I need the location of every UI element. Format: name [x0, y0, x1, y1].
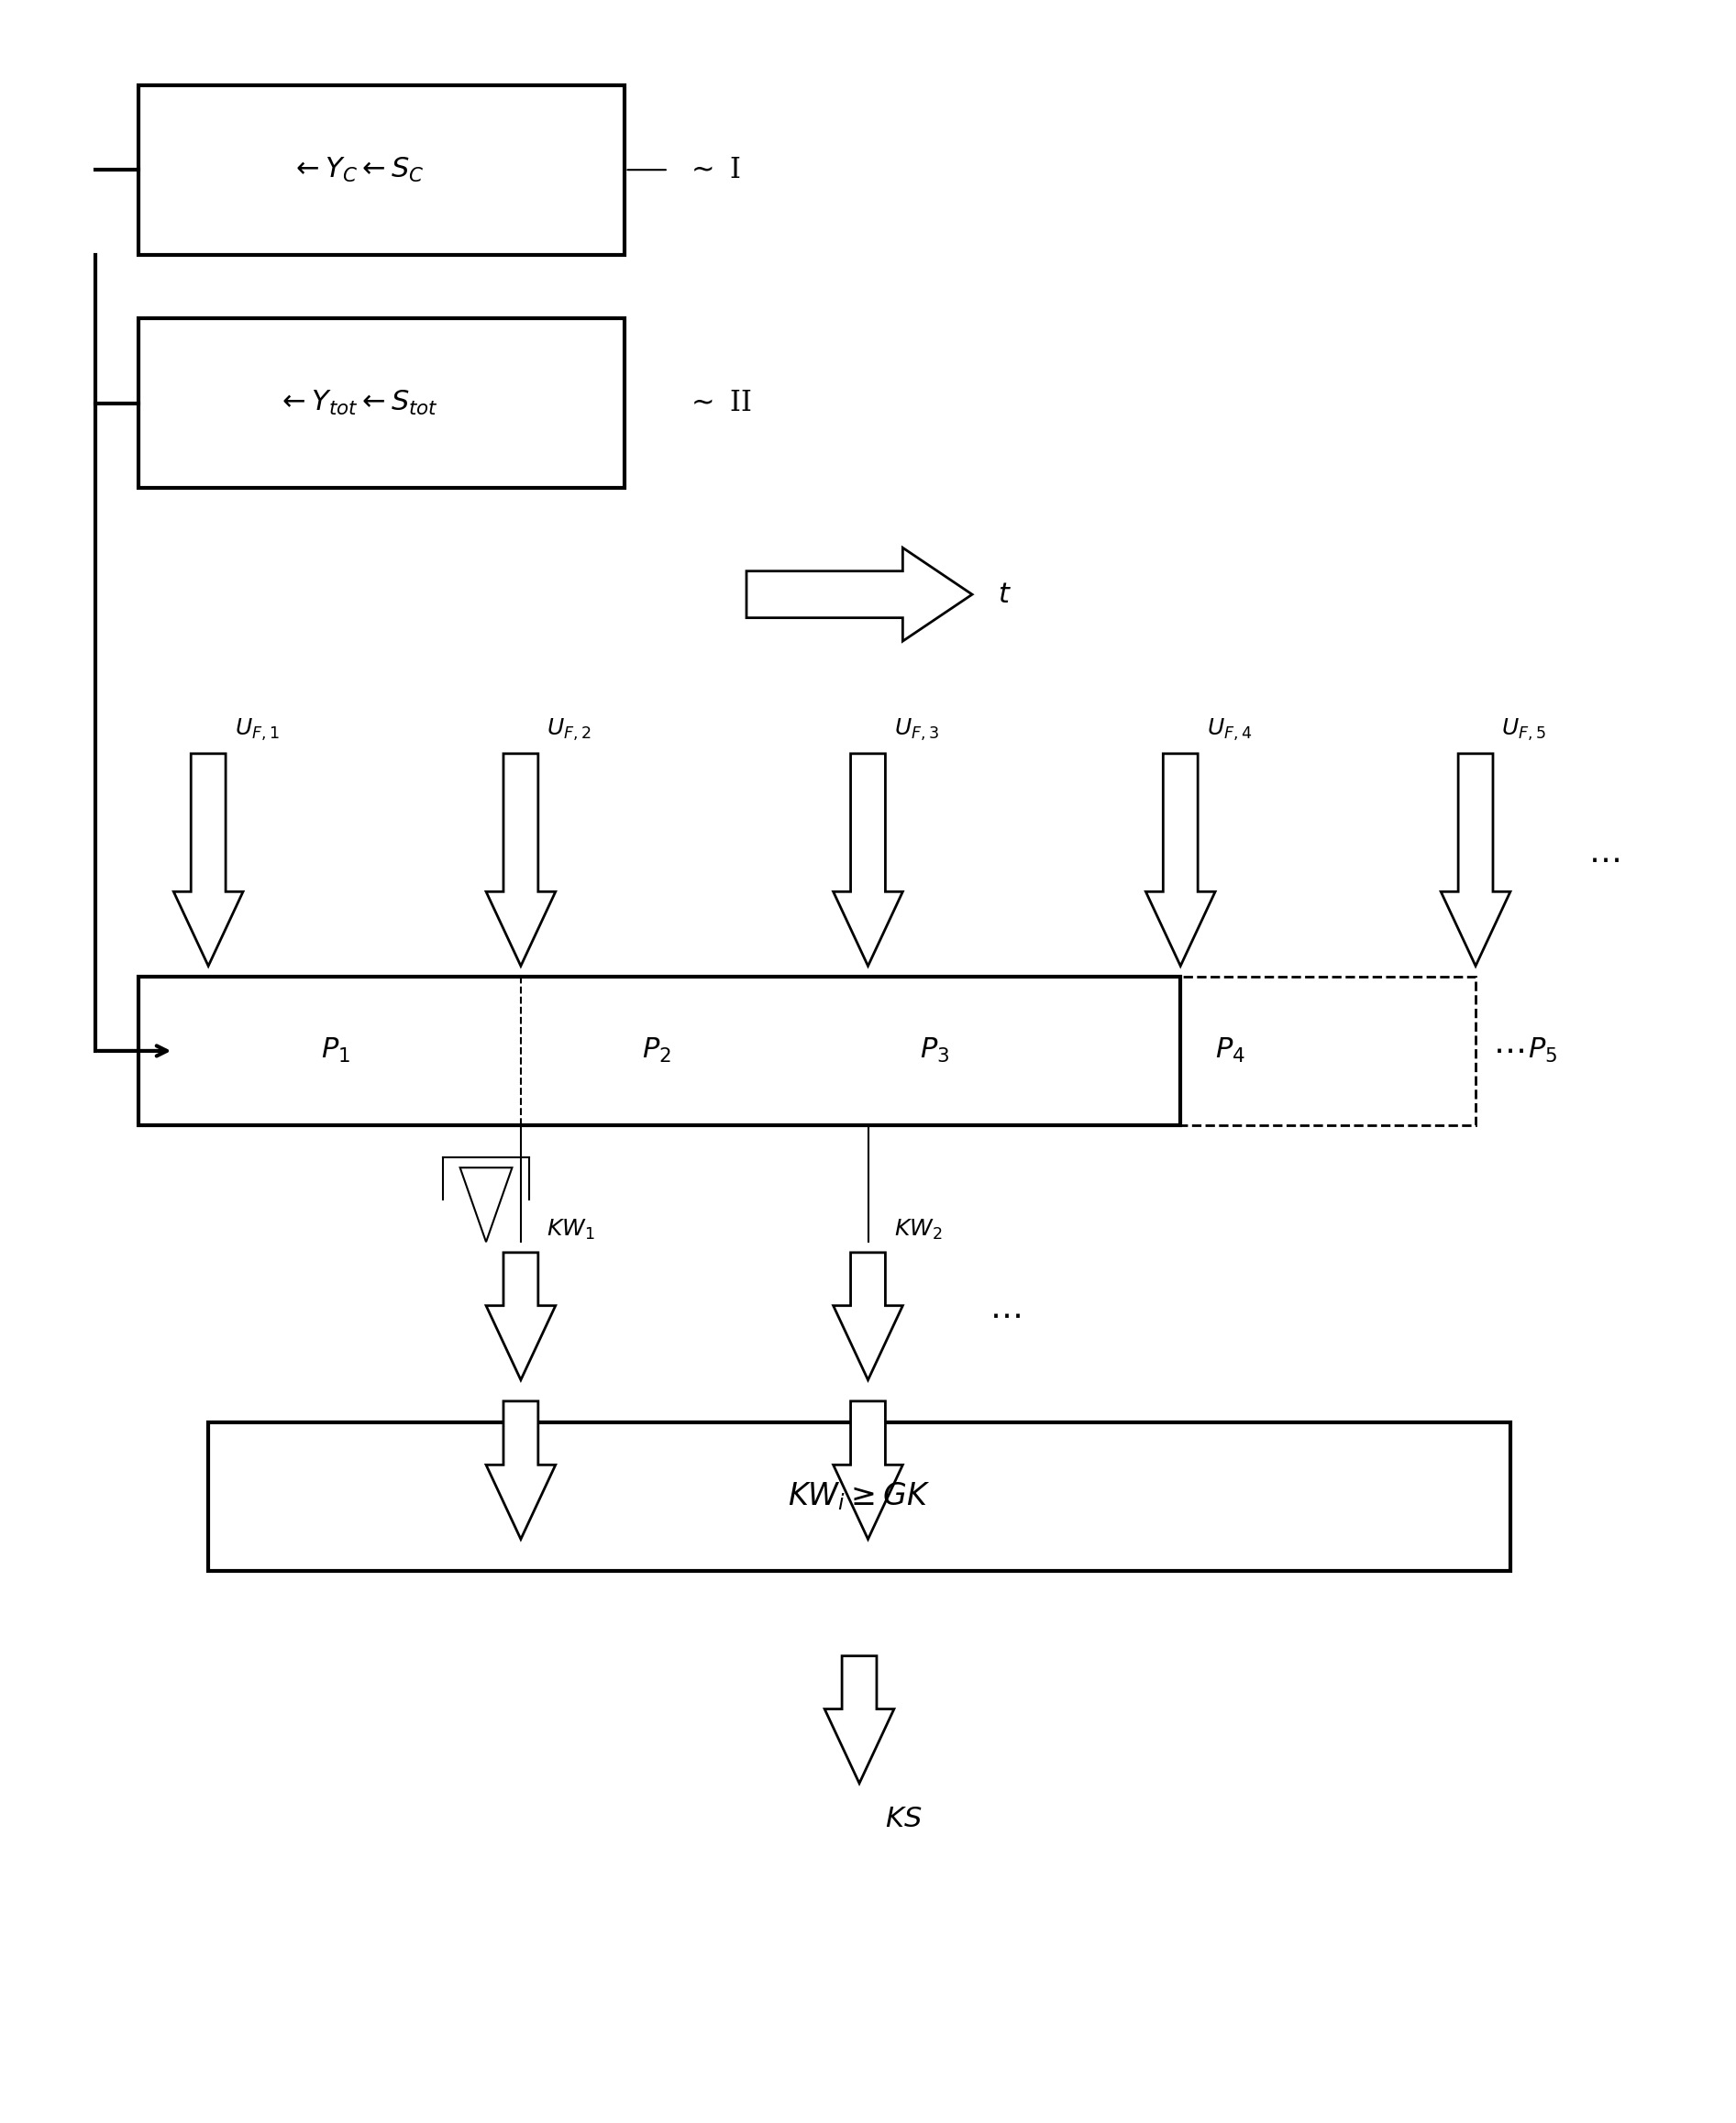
Polygon shape — [1146, 754, 1215, 966]
Text: $U_{F,5}$: $U_{F,5}$ — [1502, 718, 1547, 743]
Text: $\cdots$: $\cdots$ — [1493, 1036, 1524, 1066]
Polygon shape — [833, 754, 903, 966]
Text: $t$: $t$ — [998, 580, 1012, 609]
Text: $U_{F,2}$: $U_{F,2}$ — [547, 718, 592, 743]
Text: $KW_i \geq GK$: $KW_i \geq GK$ — [788, 1482, 930, 1512]
Text: $\sim$ II: $\sim$ II — [686, 389, 752, 418]
Polygon shape — [486, 754, 556, 966]
Polygon shape — [1441, 754, 1510, 966]
Text: $P_5$: $P_5$ — [1528, 1036, 1557, 1066]
Text: $P_2$: $P_2$ — [642, 1036, 672, 1066]
Polygon shape — [486, 1401, 556, 1539]
Text: $P_4$: $P_4$ — [1215, 1036, 1245, 1066]
Polygon shape — [746, 548, 972, 641]
Text: $\sim$ I: $\sim$ I — [686, 155, 740, 185]
Polygon shape — [460, 1168, 512, 1242]
Text: $\leftarrow Y_{tot} \leftarrow S_{tot}$: $\leftarrow Y_{tot} \leftarrow S_{tot}$ — [278, 389, 437, 418]
FancyBboxPatch shape — [139, 318, 625, 488]
Text: $KS$: $KS$ — [885, 1805, 922, 1832]
Text: $\cdots$: $\cdots$ — [990, 1301, 1021, 1331]
FancyBboxPatch shape — [139, 85, 625, 255]
FancyBboxPatch shape — [208, 1422, 1510, 1571]
Text: $\cdots$: $\cdots$ — [1588, 845, 1620, 875]
Polygon shape — [174, 754, 243, 966]
Text: $U_{F,4}$: $U_{F,4}$ — [1207, 718, 1252, 743]
FancyBboxPatch shape — [139, 977, 1180, 1125]
Polygon shape — [486, 1253, 556, 1380]
Text: $KW_1$: $KW_1$ — [547, 1219, 595, 1242]
Text: $U_{F,3}$: $U_{F,3}$ — [894, 718, 939, 743]
Text: $P_3$: $P_3$ — [920, 1036, 950, 1066]
Text: $U_{F,1}$: $U_{F,1}$ — [234, 718, 279, 743]
Polygon shape — [833, 1401, 903, 1539]
Text: $\leftarrow Y_C \leftarrow S_C$: $\leftarrow Y_C \leftarrow S_C$ — [292, 155, 424, 185]
Text: $\Delta t$: $\Delta t$ — [503, 1253, 531, 1274]
Polygon shape — [833, 1253, 903, 1380]
Text: $P_1$: $P_1$ — [321, 1036, 351, 1066]
Text: $KW_2$: $KW_2$ — [894, 1219, 943, 1242]
Polygon shape — [825, 1656, 894, 1783]
